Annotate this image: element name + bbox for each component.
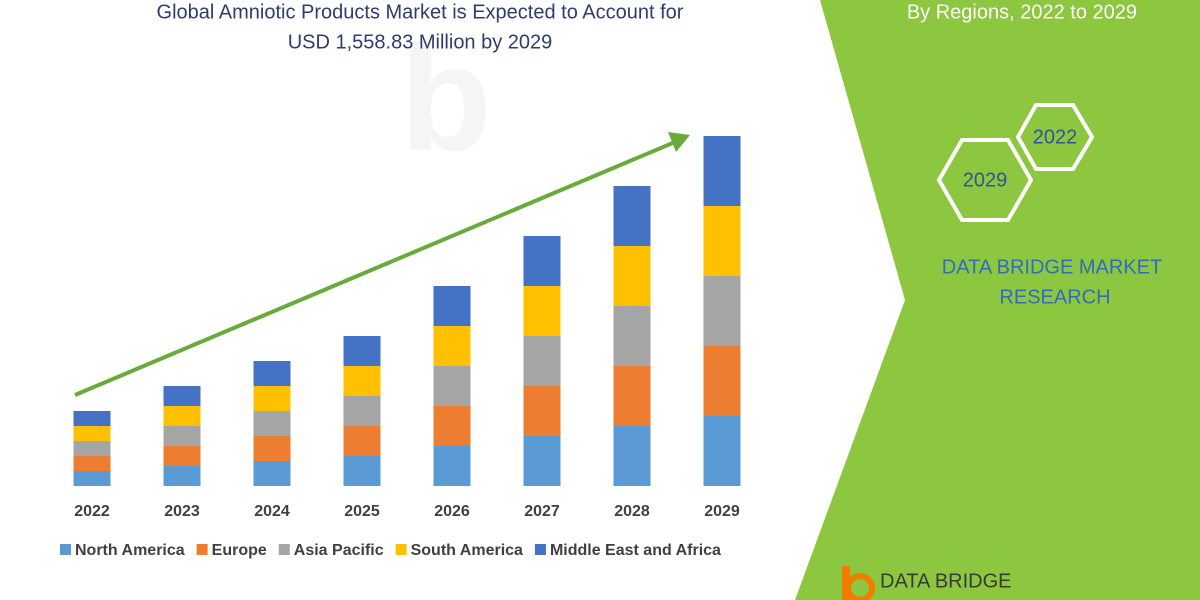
logo-text: DATA BRIDGE [880,570,1012,592]
bar-segment [163,446,201,466]
bar-segment [73,426,111,441]
chart-subtitle: By Regions, 2022 to 2029 [907,1,1137,23]
hexagon [936,138,1034,222]
bar-segment [613,366,651,426]
legend-swatch [534,544,546,555]
bar-segment [523,436,561,486]
x-tick-label: 2023 [164,503,200,520]
bar-segment [613,186,651,246]
bar-segment [73,441,111,456]
bar-segment [343,336,381,366]
x-tick-label: 2026 [434,503,470,520]
hex-label: 2022 [1033,126,1078,148]
bar-segment [433,406,471,446]
bar-segment [163,466,201,486]
bar-segment [163,406,201,426]
bar-segment [253,361,291,386]
bar-segment [703,416,741,486]
legend-swatch [60,544,71,555]
x-tick-label: 2029 [704,503,740,520]
watermark: b [400,14,492,182]
legend-swatch [196,544,208,555]
bar-segment [343,396,381,426]
bar-segment [613,306,651,366]
chart-title: USD 1,558.83 Million by 2029 [288,31,553,53]
trend-arrow-head [668,132,690,152]
bar-segment [253,436,291,461]
bar-segment [433,446,471,486]
bar-segment [343,426,381,456]
bar-segment [703,276,741,346]
hex-label: 2029 [963,169,1008,191]
bar-segment [253,461,291,486]
legend-label: Asia Pacific [294,542,384,559]
x-tick-label: 2024 [254,503,290,520]
legend-label: Middle East and Africa [550,542,721,559]
bar-segment [523,386,561,436]
bar-segment [433,366,471,406]
bar-segment [163,386,201,406]
bar-segment [343,366,381,396]
x-tick-label: 2025 [344,503,380,520]
bar-segment [343,456,381,486]
bar-segment [73,411,111,426]
x-tick-label: 2027 [524,503,560,520]
chart-title: Global Amniotic Products Market is Expec… [157,1,684,23]
bar-segment [523,286,561,336]
logo-mark [845,573,875,600]
x-tick-label: 2028 [614,503,650,520]
brand-text: DATA BRIDGE MARKET [942,256,1162,278]
bar-segment [253,411,291,436]
bar-segment [433,286,471,326]
bar-segment [703,206,741,276]
bar-segment [523,336,561,386]
bar-segment [613,246,651,306]
bar-segment [703,346,741,416]
trend-arrow [74,140,676,397]
bar-segment [163,426,201,446]
legend-swatch [395,544,407,555]
bar-segment [523,236,561,286]
green-panel [795,0,1200,600]
bar-segment [73,456,111,471]
legend-label: South America [411,542,523,559]
bar-segment [433,326,471,366]
legend-swatch [278,544,290,555]
bar-segment [613,426,651,486]
legend-label: Europe [212,542,267,559]
hexagon [1015,103,1095,171]
legend-label: North America [75,542,185,559]
bar-segment [73,471,111,486]
x-tick-label: 2022 [74,503,110,520]
brand-text: RESEARCH [999,286,1110,308]
bar-segment [703,136,741,206]
bar-segment [253,386,291,411]
